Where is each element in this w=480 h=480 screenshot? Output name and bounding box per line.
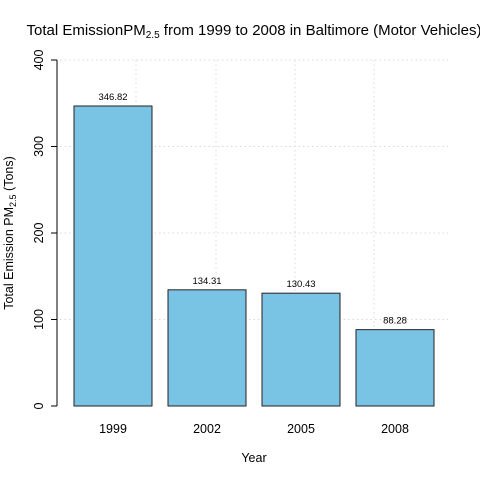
bar-2005 <box>261 292 341 407</box>
chart-title-pm: PM <box>123 22 146 39</box>
y-axis-title-rest: (Tons) <box>2 156 16 194</box>
data-label-2005: 130.43 <box>286 279 315 290</box>
y-tick-label-100: 100 <box>32 309 46 330</box>
data-label-2002: 134.31 <box>192 276 221 287</box>
y-tick-label-200: 200 <box>32 223 46 244</box>
bar-2002 <box>167 289 247 407</box>
y-axis-title-subscript: 2.5 <box>8 194 18 207</box>
bar-layer <box>73 105 435 407</box>
bar-1999 <box>73 105 153 407</box>
x-tick-layer: 1999 2002 2005 2008 <box>99 422 409 436</box>
y-tick-label-400: 400 <box>32 50 46 71</box>
x-tick-label-2008: 2008 <box>381 422 409 436</box>
chart-title-rest: from 1999 to 2008 in Baltimore (Motor Ve… <box>160 22 480 39</box>
x-tick-label-1999: 1999 <box>99 422 127 436</box>
y-tick-label-300: 300 <box>32 136 46 157</box>
bar-2008 <box>355 329 435 407</box>
x-tick-label-2002: 2002 <box>193 422 221 436</box>
y-axis-title-pm: PM <box>2 207 16 226</box>
y-axis-title: Total Emission PM2.5 (Tons) <box>2 156 18 310</box>
data-label-1999: 346.82 <box>98 92 127 103</box>
y-axis: 0 100 200 300 400 <box>32 50 58 409</box>
x-axis-title: Year <box>241 451 266 465</box>
data-label-layer: 346.82 134.31 130.43 88.28 <box>98 92 406 327</box>
y-tick-label-0: 0 <box>32 402 46 409</box>
x-tick-label-2005: 2005 <box>287 422 315 436</box>
chart-title: Total EmissionPM2.5 from 1999 to 2008 in… <box>27 22 480 41</box>
data-label-2008: 88.28 <box>383 316 407 327</box>
chart-title-subscript: 2.5 <box>146 30 160 41</box>
y-axis-title-main: Total Emission <box>2 226 16 310</box>
chart-title-main: Total Emission <box>27 22 124 39</box>
